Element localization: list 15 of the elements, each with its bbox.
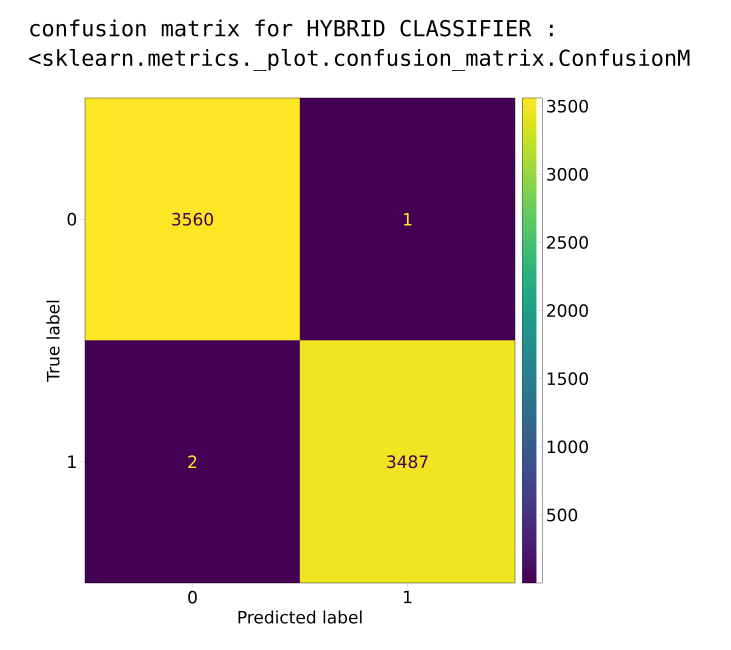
color-bar-label: 1000 <box>548 440 588 454</box>
color-bar-label: 2000 <box>547 304 588 317</box>
data-label: 2 <box>188 455 196 468</box>
data-label: 1 <box>404 213 412 226</box>
data-label: 3487 <box>387 455 428 468</box>
y-axis-title: True label <box>46 300 60 382</box>
color-bar-label: 1500 <box>548 372 588 386</box>
color-bar-label: 2500 <box>547 236 588 249</box>
text: <sklearn.metrics._plot.confusion_matrix.ConfusionM <box>29 48 690 71</box>
chart-title: confusion matrix for HYBRID CLASSIFIER : <box>30 19 553 37</box>
x-axis-title: Predicted label <box>238 610 362 624</box>
color-bar-label: 3500 <box>547 100 588 113</box>
data-label: 3560 <box>172 212 213 226</box>
color-bar-label: 3000 <box>547 168 588 181</box>
color-bar-label: 500 <box>547 508 578 522</box>
